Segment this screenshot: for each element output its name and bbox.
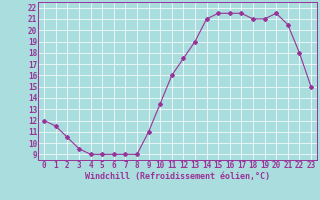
X-axis label: Windchill (Refroidissement éolien,°C): Windchill (Refroidissement éolien,°C) — [85, 172, 270, 181]
